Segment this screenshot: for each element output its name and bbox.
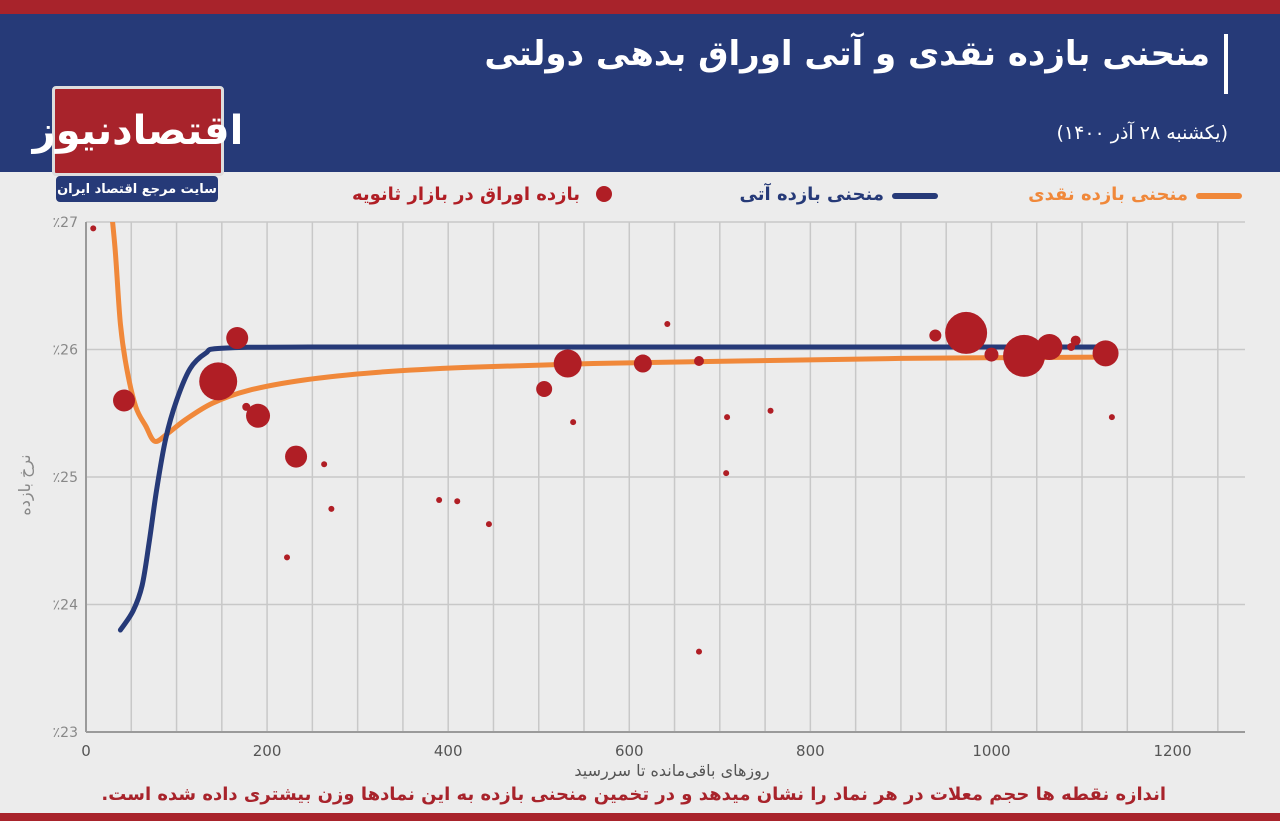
bond-yield-point: [1108, 414, 1115, 421]
bond-yield-point: [1092, 340, 1119, 367]
x-tick-label: 1200: [1153, 742, 1191, 760]
bond-yield-point: [553, 349, 582, 378]
bond-yield-point: [767, 407, 774, 414]
bond-yield-point: [664, 321, 671, 327]
y-tick-label: ٪26: [53, 343, 78, 359]
footnote: اندازه نقطه ها حجم معلات در هر نماد را ن…: [101, 784, 1166, 805]
bond-yield-point: [454, 498, 461, 505]
legend-spot-label: منحنی بازده نقدی: [1028, 184, 1188, 205]
bond-yield-point: [570, 419, 577, 426]
top-accent-strip: [0, 0, 1280, 14]
legend-futures-swatch: [892, 193, 938, 199]
spot-curve-line: [110, 222, 1103, 444]
bond-yield-point: [284, 554, 291, 561]
y-tick-label: ٪25: [53, 470, 78, 486]
bond-yield-point: [321, 461, 328, 468]
bond-yield-point: [226, 327, 249, 350]
y-axis-label: نرخ بازده: [15, 454, 35, 515]
x-tick-label: 600: [615, 742, 644, 760]
bond-yield-point: [1067, 342, 1076, 351]
bond-yield-point: [1036, 333, 1063, 360]
legend-futures-label: منحنی بازده آتی: [739, 184, 884, 205]
y-tick-label: ٪23: [53, 725, 78, 741]
bottom-accent-strip: [0, 813, 1280, 821]
date-label: (یکشنبه ۲۸ آذر ۱۴۰۰): [1056, 122, 1228, 144]
bond-yield-point: [90, 225, 97, 232]
bond-yield-point: [633, 354, 652, 373]
legend-bonds-label: بازده اوراق در بازار ثانویه: [351, 184, 580, 205]
futures-curve-line: [117, 344, 1112, 633]
curve-lines: [110, 222, 1112, 633]
bond-yield-point: [694, 355, 705, 366]
bond-yield-point: [1003, 334, 1046, 377]
y-tick-label: ٪24: [53, 598, 78, 614]
bond-yield-point: [199, 362, 238, 401]
y-tick-label: ٪27: [53, 215, 78, 231]
legend-bonds-swatch: [596, 186, 612, 202]
bond-yield-point: [436, 496, 443, 503]
tick-labels: 0 200 400 600 800 1000 1200 ٪23 ٪24 ٪25 ٪26 ٪27: [53, 215, 1192, 760]
bond-yield-point: [285, 445, 308, 468]
grid-lines: [86, 221, 1245, 733]
bond-yield-point: [723, 470, 730, 477]
x-tick-label: 1000: [972, 742, 1010, 760]
x-tick-label: 0: [81, 742, 91, 760]
logo-tagline: سایت مرجع اقتصاد ایران: [56, 176, 218, 202]
bond-yield-point: [984, 347, 999, 362]
x-tick-label: 800: [796, 742, 825, 760]
bond-yield-point: [929, 329, 942, 342]
title-divider: [1224, 34, 1228, 94]
bond-yield-point: [696, 648, 703, 655]
page-title: منحنی بازده نقدی و آتی اوراق بدهی دولتی: [484, 34, 1210, 74]
x-tick-label: 400: [434, 742, 463, 760]
x-axis-label: روزهای باقی‌مانده تا سررسید: [574, 761, 769, 781]
bond-yield-point: [1070, 335, 1081, 346]
bond-yield-point: [246, 403, 271, 428]
brand-logo: اقتصادنیوز: [33, 86, 243, 176]
bond-yield-point: [485, 521, 492, 528]
legend-spot-swatch: [1196, 193, 1242, 199]
logo-text: اقتصادنیوز: [32, 108, 244, 154]
x-tick-label: 200: [253, 742, 282, 760]
bond-yield-point: [328, 505, 335, 512]
bond-yield-point: [945, 311, 988, 354]
bond-yield-point: [536, 381, 553, 398]
bond-dots: [90, 225, 1119, 655]
bond-yield-point: [113, 389, 136, 412]
axes: [85, 222, 1245, 733]
bond-yield-point: [724, 414, 731, 421]
